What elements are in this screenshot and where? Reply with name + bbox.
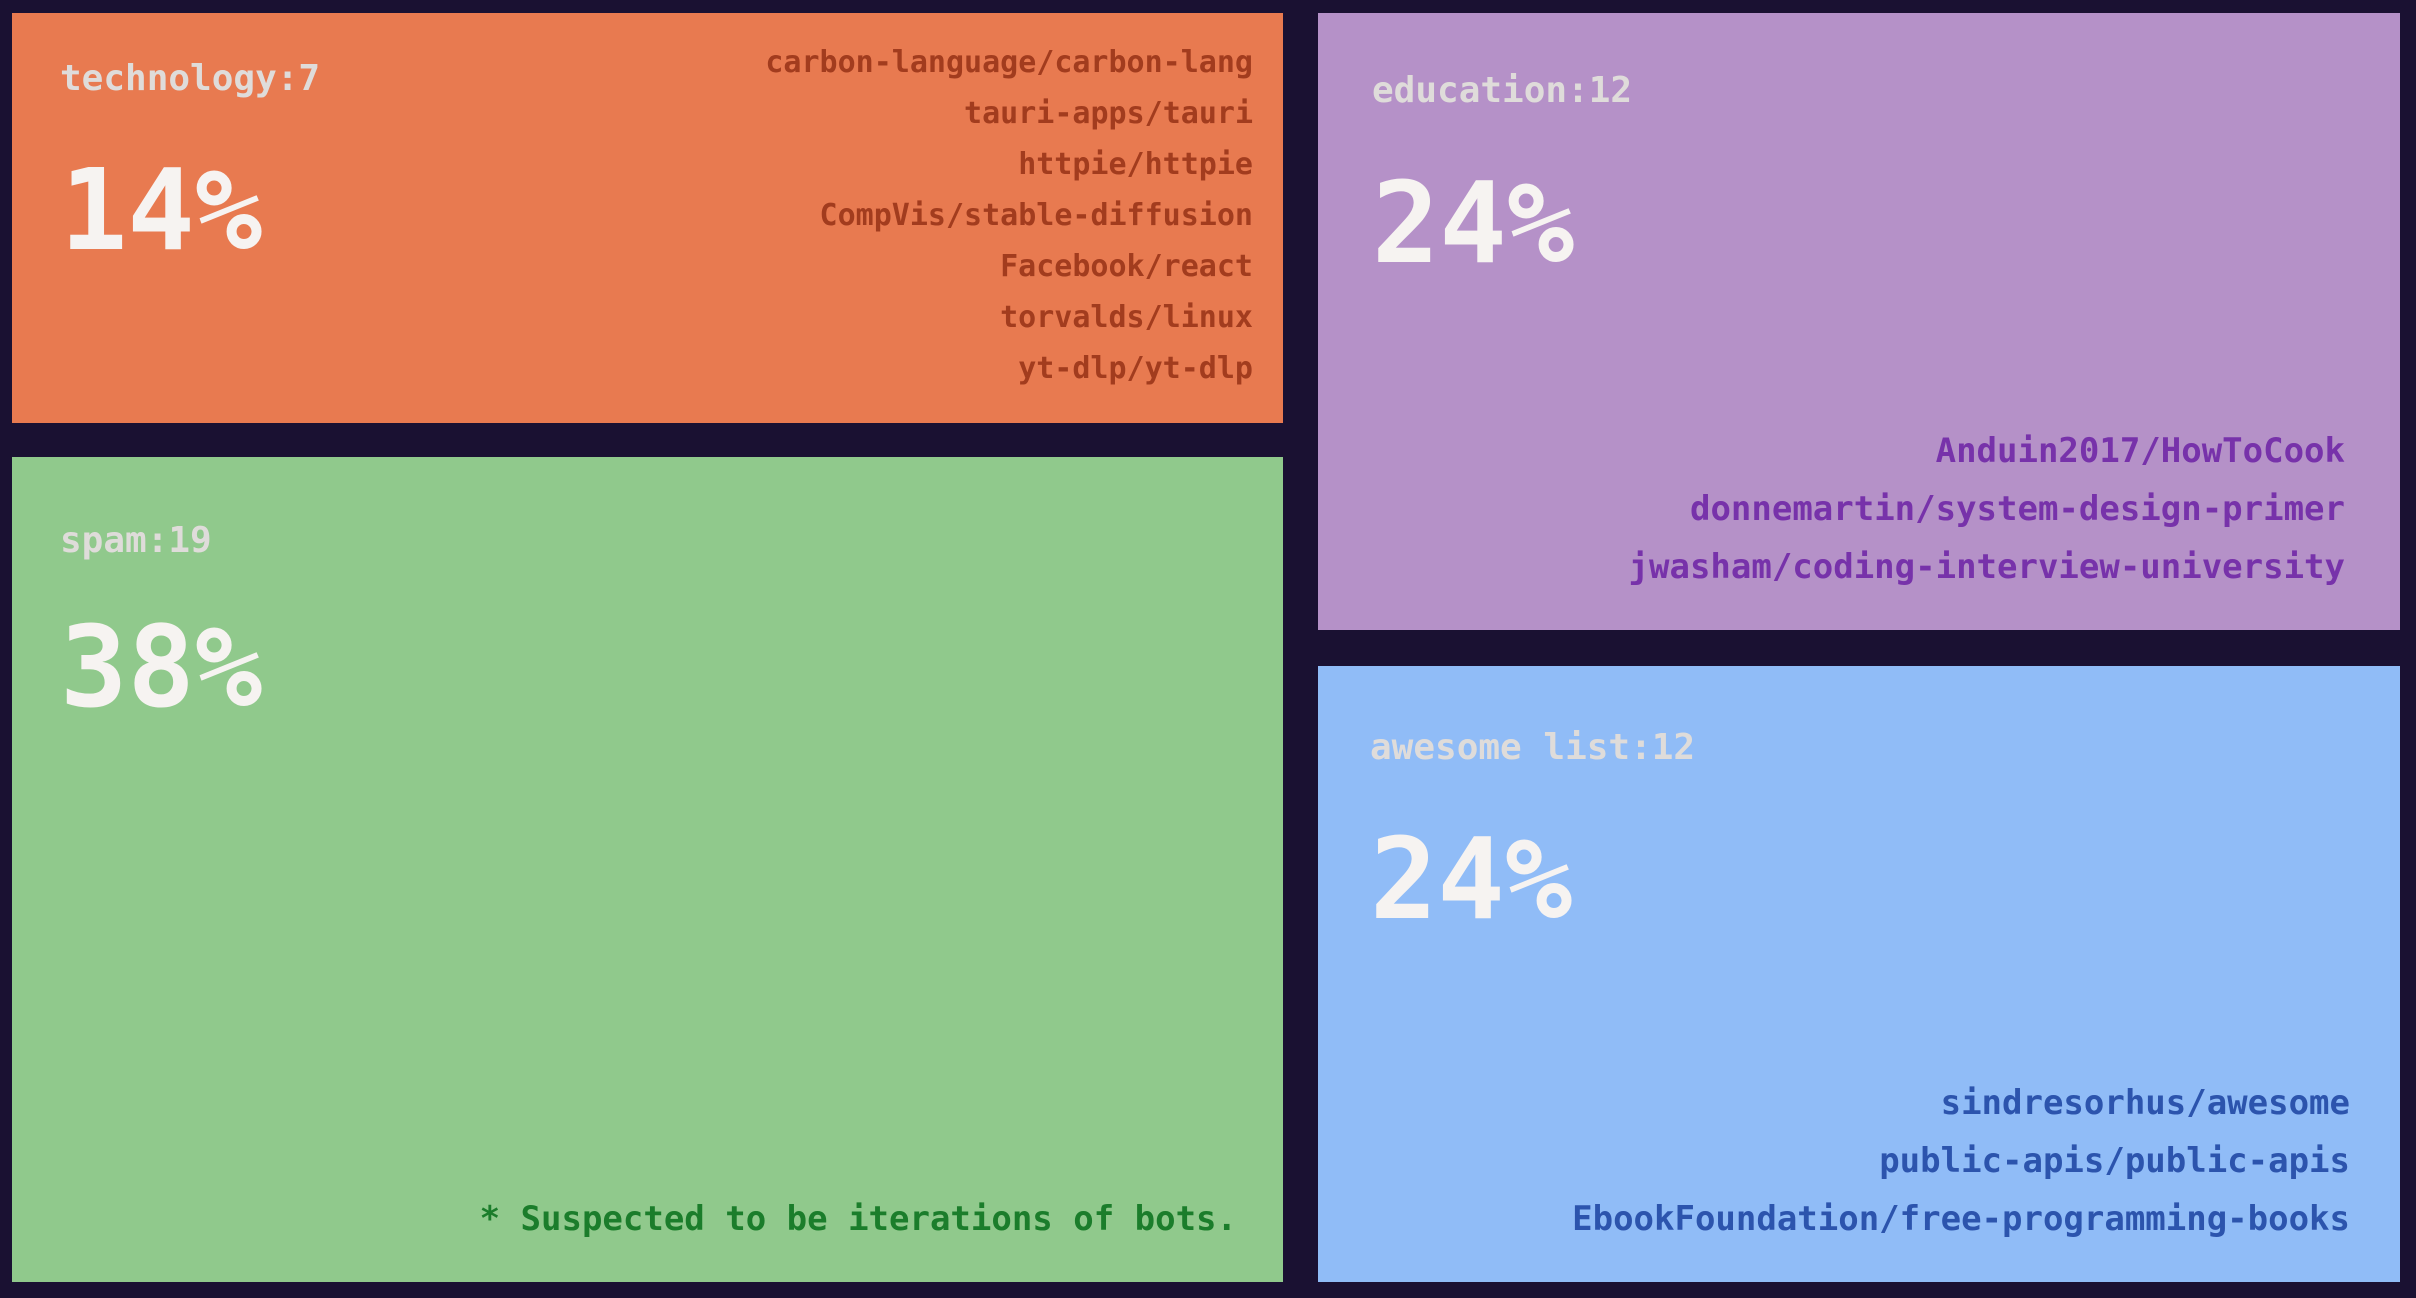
repo-list: carbon-language/carbon-lang tauri-apps/ta… — [765, 37, 1253, 394]
repo-list: sindresorhus/awesome public-apis/public-a… — [1572, 1074, 2350, 1248]
repo-item: httpie/httpie — [1018, 147, 1253, 182]
treemap-cell-technology[interactable]: technology:7 14% carbon-language/carbon-… — [12, 13, 1283, 423]
repo-item: public-apis/public-apis — [1879, 1141, 2350, 1181]
repo-item: sindresorhus/awesome — [1940, 1083, 2350, 1123]
cell-label: awesome list:12 — [1370, 727, 1696, 768]
cell-percent: 24% — [1372, 159, 1575, 289]
repo-item: donnemartin/system-design-primer — [1689, 489, 2345, 529]
repo-item: torvalds/linux — [1000, 300, 1253, 335]
repo-item: tauri-apps/tauri — [964, 96, 1253, 131]
cell-percent: 24% — [1370, 815, 1573, 945]
treemap-cell-spam[interactable]: spam:19 38% * Suspected to be iterations… — [12, 457, 1283, 1282]
cell-percent: 38% — [60, 603, 263, 733]
repo-item: carbon-language/carbon-lang — [765, 45, 1253, 80]
cell-label: spam:19 — [60, 520, 212, 561]
repo-item: CompVis/stable-diffusion — [819, 198, 1253, 233]
cell-percent: 14% — [60, 146, 263, 276]
treemap-cell-education[interactable]: education:12 24% Anduin2017/HowToCook don… — [1318, 13, 2400, 630]
cell-label: technology:7 — [60, 58, 321, 99]
repo-item: yt-dlp/yt-dlp — [1018, 351, 1253, 386]
cell-label: education:12 — [1372, 70, 1633, 111]
treemap-cell-awesome-list[interactable]: awesome list:12 24% sindresorhus/awesome… — [1318, 666, 2400, 1282]
bot-note: * Suspected to be iterations of bots. — [479, 1199, 1237, 1240]
repo-item: Facebook/react — [1000, 249, 1253, 284]
repo-item: EbookFoundation/free-programming-books — [1572, 1199, 2350, 1239]
repo-item: Anduin2017/HowToCook — [1935, 431, 2345, 471]
repo-list: Anduin2017/HowToCook donnemartin/system-d… — [1629, 422, 2345, 596]
repo-item: jwasham/coding-interview-university — [1628, 547, 2345, 587]
